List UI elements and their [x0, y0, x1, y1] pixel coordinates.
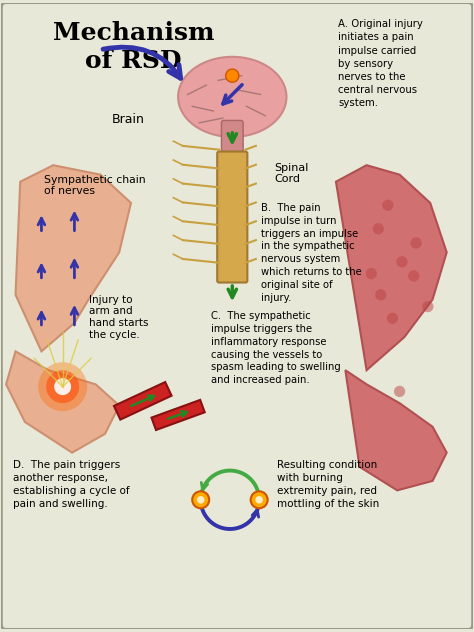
- Text: Mechanism
of RSD: Mechanism of RSD: [53, 21, 214, 73]
- Polygon shape: [6, 351, 119, 453]
- Circle shape: [375, 289, 386, 300]
- Circle shape: [197, 496, 204, 504]
- Circle shape: [255, 496, 263, 504]
- Circle shape: [373, 223, 384, 234]
- Polygon shape: [16, 165, 131, 351]
- Text: Brain: Brain: [112, 113, 145, 126]
- Circle shape: [54, 378, 71, 395]
- Polygon shape: [114, 382, 172, 420]
- Circle shape: [422, 301, 434, 312]
- Text: Spinal
Cord: Spinal Cord: [275, 163, 309, 185]
- Circle shape: [38, 362, 87, 411]
- Text: Resulting condition
with burning
extremity pain, red
mottling of the skin: Resulting condition with burning extremi…: [277, 459, 379, 509]
- Circle shape: [382, 200, 393, 211]
- Circle shape: [408, 270, 419, 282]
- Circle shape: [387, 313, 398, 324]
- Text: D.  The pain triggers
another response,
establishing a cycle of
pain and swellin: D. The pain triggers another response, e…: [13, 459, 130, 509]
- Circle shape: [192, 491, 209, 508]
- Text: A. Original injury
initiates a pain
impulse carried
by sensory
nerves to the
cen: A. Original injury initiates a pain impu…: [338, 19, 423, 108]
- Text: Sympathetic chain
of nerves: Sympathetic chain of nerves: [44, 174, 146, 196]
- FancyBboxPatch shape: [221, 121, 243, 154]
- Text: Injury to
arm and
hand starts
the cycle.: Injury to arm and hand starts the cycle.: [89, 295, 148, 339]
- Text: C.  The sympathetic
impulse triggers the
inflammatory response
causing the vesse: C. The sympathetic impulse triggers the …: [211, 312, 341, 386]
- Circle shape: [251, 491, 268, 508]
- Circle shape: [396, 256, 408, 267]
- Polygon shape: [152, 400, 205, 430]
- Circle shape: [226, 69, 239, 82]
- FancyBboxPatch shape: [217, 152, 247, 283]
- Polygon shape: [336, 165, 447, 370]
- Ellipse shape: [178, 57, 286, 137]
- Text: B.  The pain
impulse in turn
triggers an impulse
in the sympathetic
nervous syst: B. The pain impulse in turn triggers an …: [261, 203, 361, 303]
- Circle shape: [46, 370, 79, 403]
- Polygon shape: [346, 370, 447, 490]
- Circle shape: [365, 268, 377, 279]
- Circle shape: [410, 237, 422, 248]
- Circle shape: [394, 386, 405, 397]
- FancyBboxPatch shape: [1, 3, 473, 629]
